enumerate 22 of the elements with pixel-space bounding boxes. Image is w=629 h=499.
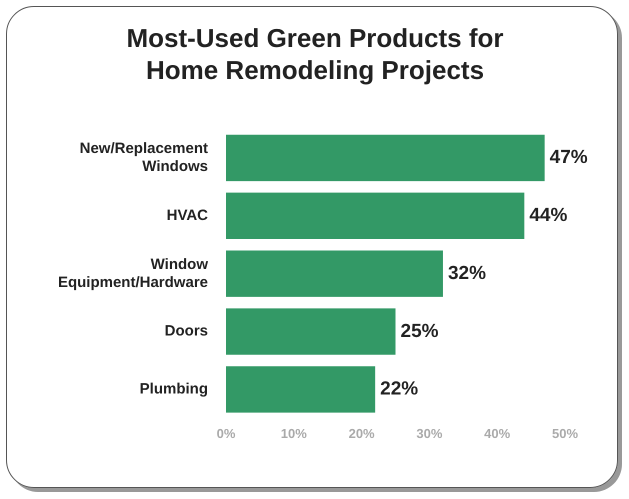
data-label: 25% bbox=[400, 320, 439, 342]
x-tick-label: 10% bbox=[280, 426, 308, 441]
data-label: 22% bbox=[380, 378, 418, 400]
x-tick-label: 40% bbox=[484, 426, 511, 441]
data-label: 32% bbox=[448, 262, 486, 284]
chart-title: Most-Used Green Products for Home Remodeling Projects bbox=[125, 22, 505, 86]
y-tick-label: HVAC bbox=[166, 206, 208, 224]
bar bbox=[226, 192, 524, 239]
y-tick-label: Plumbing bbox=[140, 380, 208, 398]
data-label: 44% bbox=[529, 205, 568, 226]
bar bbox=[226, 134, 545, 182]
bar bbox=[226, 366, 376, 413]
y-tick-label: New/Replacement Windows bbox=[80, 140, 208, 176]
y-tick-label: Window Equipment/Hardware bbox=[58, 256, 208, 291]
y-tick-label: Doors bbox=[164, 322, 208, 340]
x-tick-label: 30% bbox=[416, 426, 443, 441]
bar bbox=[226, 250, 443, 297]
x-tick-label: 20% bbox=[348, 426, 376, 441]
x-tick-label: 50% bbox=[552, 426, 578, 441]
bar bbox=[226, 308, 396, 355]
x-tick-label: 0% bbox=[216, 426, 236, 441]
data-label: 47% bbox=[550, 147, 588, 168]
